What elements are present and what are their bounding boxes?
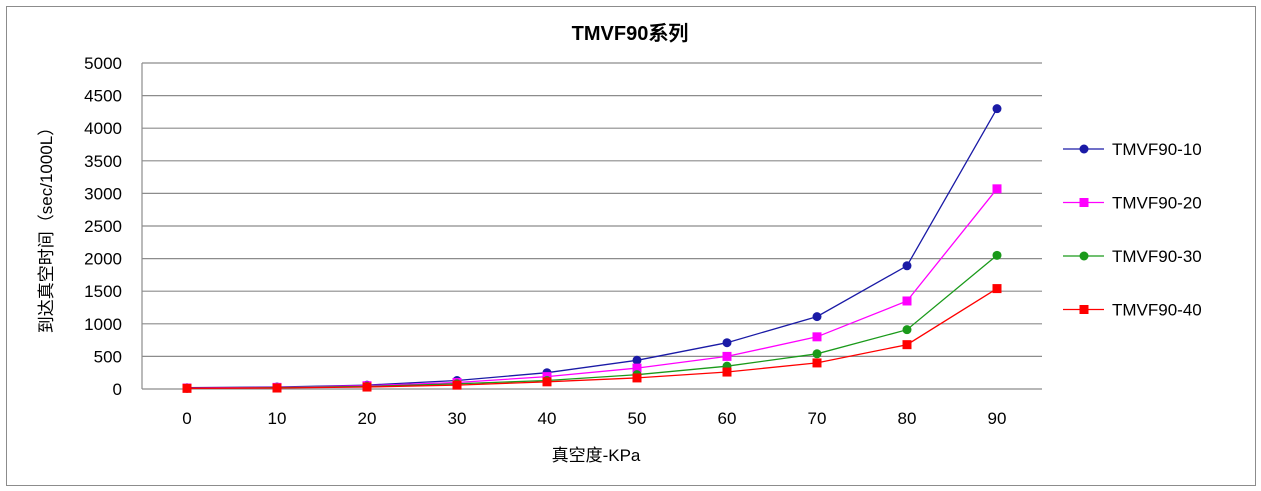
data-point xyxy=(992,184,1002,194)
chart-frame xyxy=(6,6,1256,486)
data-point xyxy=(812,349,822,359)
data-point xyxy=(722,351,732,361)
data-point xyxy=(632,355,642,365)
legend: TMVF90-10 TMVF90-20 TMVF90-30 TMVF90-40 xyxy=(1063,140,1202,320)
series-line xyxy=(186,288,998,389)
x-tick-label: 20 xyxy=(358,409,377,428)
gridlines xyxy=(141,62,1042,390)
y-tick-labels: 0 500 1000 1500 2000 2500 3000 3500 4000 4500 5000 xyxy=(84,54,122,399)
data-point xyxy=(362,382,372,392)
data-point xyxy=(992,250,1002,260)
data-point xyxy=(992,284,1002,294)
data-point xyxy=(722,367,732,377)
data-point xyxy=(272,383,282,393)
y-tick-label: 4500 xyxy=(84,87,122,106)
data-point xyxy=(812,332,822,342)
data-point xyxy=(902,261,912,271)
y-axis-title: 到达真空时间（sec/1000L） xyxy=(37,119,56,333)
legend-marker xyxy=(1079,251,1089,261)
data-point xyxy=(452,380,462,390)
x-tick-label: 60 xyxy=(718,409,737,428)
data-point xyxy=(902,296,912,306)
legend-label: TMVF90-30 xyxy=(1112,247,1202,266)
series-TMVF90-30 xyxy=(182,250,1002,393)
data-point xyxy=(632,373,642,383)
legend-label: TMVF90-40 xyxy=(1112,301,1202,320)
legend-label: TMVF90-10 xyxy=(1112,140,1202,159)
x-tick-label: 50 xyxy=(628,409,647,428)
data-point xyxy=(812,312,822,322)
y-tick-label: 3500 xyxy=(84,152,122,171)
x-tick-labels: 0 10 20 30 40 50 60 70 80 90 xyxy=(182,409,1006,428)
legend-marker xyxy=(1079,144,1089,154)
data-point xyxy=(992,104,1002,114)
data-point xyxy=(632,363,642,373)
x-tick-label: 90 xyxy=(988,409,1007,428)
legend-item: TMVF90-40 xyxy=(1063,301,1202,320)
legend-marker xyxy=(1079,198,1089,207)
y-tick-label: 500 xyxy=(94,347,122,366)
x-tick-label: 30 xyxy=(448,409,467,428)
y-tick-label: 2000 xyxy=(84,250,122,269)
series-TMVF90-10 xyxy=(182,104,1002,393)
data-point xyxy=(812,358,822,368)
legend-item: TMVF90-30 xyxy=(1063,247,1202,266)
series-line xyxy=(186,254,998,389)
series-layer xyxy=(182,104,1002,393)
x-axis-title: 真空度-KPa xyxy=(552,446,641,465)
legend-item: TMVF90-10 xyxy=(1063,140,1202,159)
y-tick-label: 2500 xyxy=(84,217,122,236)
y-tick-label: 1000 xyxy=(84,315,122,334)
data-point xyxy=(542,377,552,387)
series-line xyxy=(186,188,998,389)
data-point xyxy=(722,338,732,348)
data-point xyxy=(182,383,192,393)
series-line xyxy=(186,108,998,389)
y-tick-label: 3000 xyxy=(84,184,122,203)
y-tick-label: 4000 xyxy=(84,119,122,138)
legend-item: TMVF90-20 xyxy=(1063,194,1202,213)
x-tick-label: 70 xyxy=(808,409,827,428)
y-tick-label: 0 xyxy=(113,380,122,399)
data-point xyxy=(902,340,912,350)
legend-marker xyxy=(1079,305,1089,314)
data-point xyxy=(902,325,912,335)
x-tick-label: 80 xyxy=(898,409,917,428)
x-tick-label: 10 xyxy=(268,409,287,428)
y-tick-label: 1500 xyxy=(84,282,122,301)
x-tick-label: 0 xyxy=(182,409,191,428)
x-tick-label: 40 xyxy=(538,409,557,428)
series-TMVF90-20 xyxy=(182,184,1002,393)
y-tick-label: 5000 xyxy=(84,54,122,73)
legend-label: TMVF90-20 xyxy=(1112,194,1202,213)
chart-title: TMVF90系列 xyxy=(572,22,689,45)
series-TMVF90-40 xyxy=(182,284,1002,393)
